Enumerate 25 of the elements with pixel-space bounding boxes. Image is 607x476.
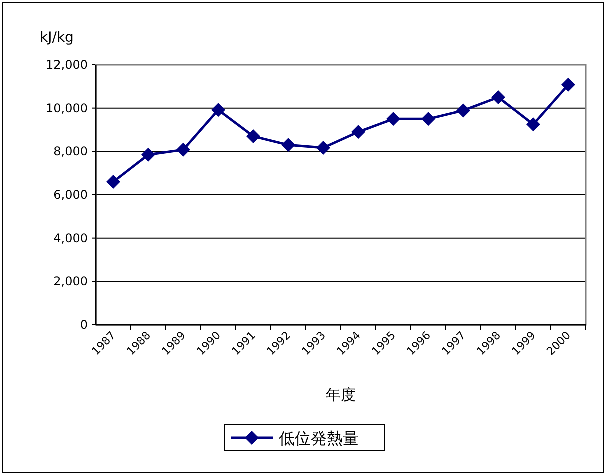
y-tick-label: 8,000 bbox=[54, 144, 88, 159]
y-tick-label: 2,000 bbox=[54, 274, 88, 289]
point bbox=[142, 148, 156, 162]
y-tick-label: 10,000 bbox=[46, 101, 88, 116]
point bbox=[212, 103, 226, 118]
point bbox=[176, 142, 190, 157]
point bbox=[492, 90, 506, 104]
point bbox=[562, 78, 576, 92]
y-tick-label: 4,000 bbox=[54, 231, 88, 246]
x-axis-title: 年度 bbox=[326, 386, 356, 404]
point bbox=[526, 118, 540, 132]
y-tick-label: 0 bbox=[80, 318, 88, 332]
point bbox=[246, 130, 260, 144]
legend-label: 低位発熱量 bbox=[279, 429, 359, 448]
point bbox=[282, 138, 296, 152]
point bbox=[106, 175, 120, 189]
y-tick-label: 6,000 bbox=[54, 188, 88, 202]
point bbox=[422, 112, 436, 126]
point bbox=[386, 112, 400, 126]
legend: 低位発熱量 bbox=[224, 424, 386, 452]
point bbox=[352, 125, 366, 140]
y-tick-label: 12,000 bbox=[46, 58, 88, 72]
point bbox=[456, 104, 470, 118]
y-axis-title: kJ/kg bbox=[40, 30, 74, 46]
point bbox=[316, 140, 330, 155]
